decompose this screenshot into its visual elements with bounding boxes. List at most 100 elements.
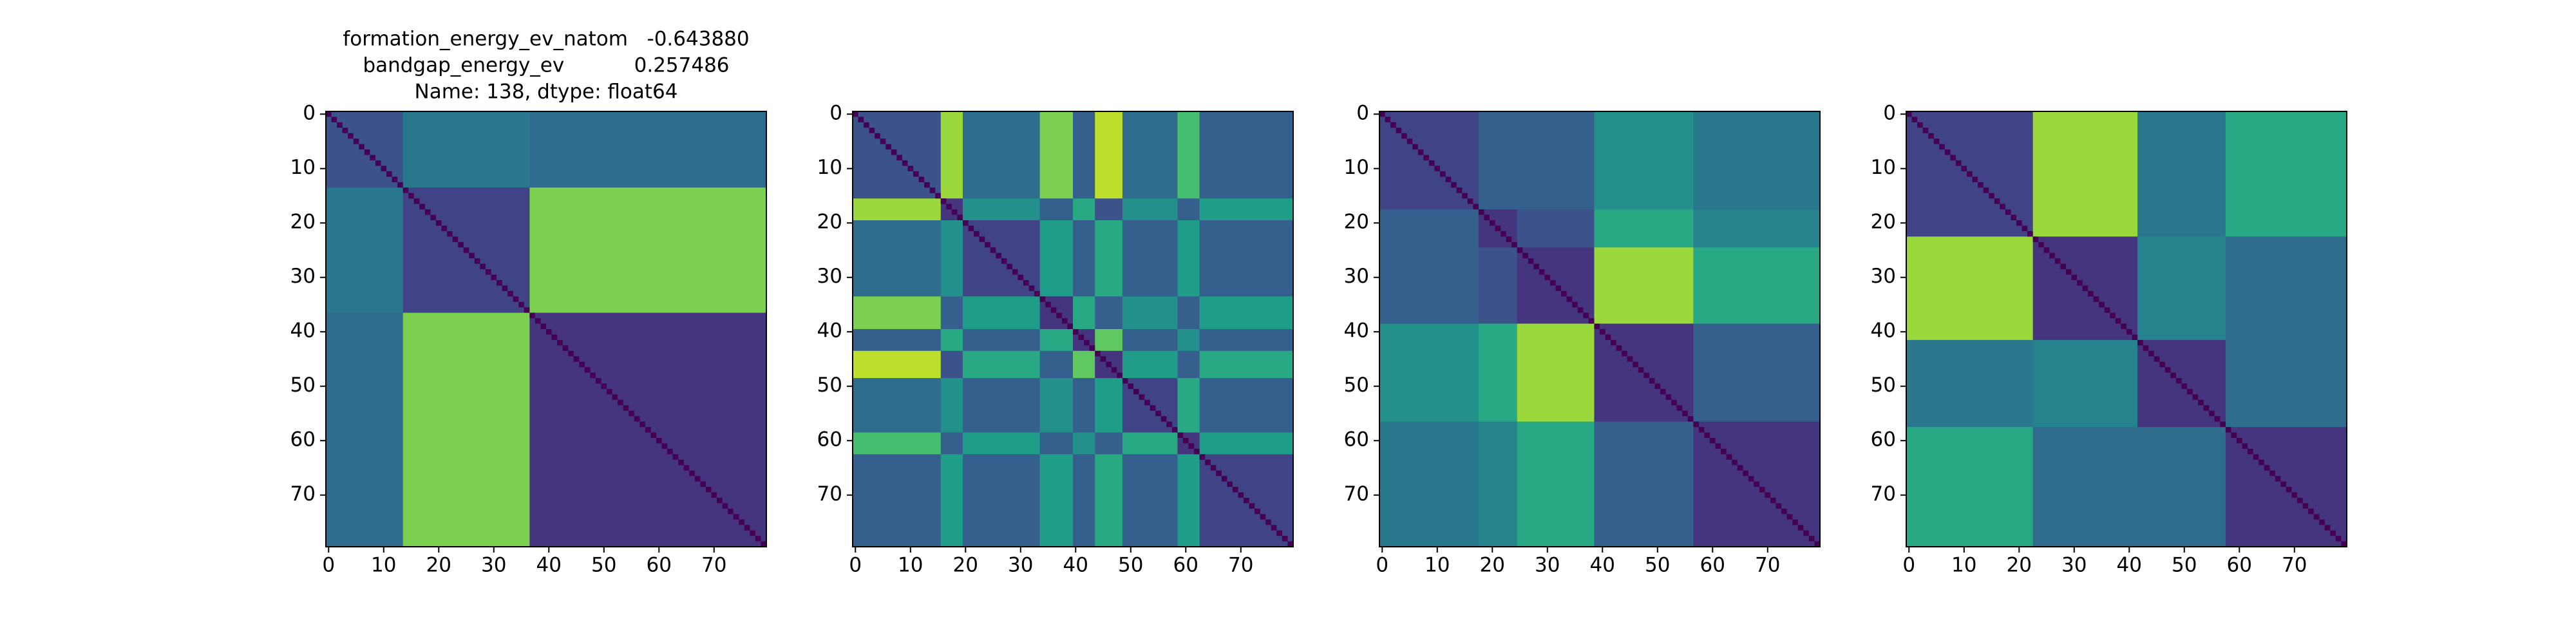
diagonal-cell [1073,329,1079,335]
x-tick-label: 40 [1063,554,1088,577]
diagonal-cell [1417,149,1424,155]
diagonal-cell [2121,323,2126,329]
heatmap-cell [1122,198,1178,221]
diagonal-cell [1276,530,1282,536]
diagonal-cell [1478,209,1484,215]
heatmap-cell [963,111,1041,199]
diagonal-cell [1205,459,1211,466]
diagonal-cell [2143,345,2149,351]
x-tick-label: 50 [2172,554,2197,577]
y-tick-label: 60 [817,428,842,451]
heatmap-cell [1177,350,1200,379]
diagonal-cell [1440,171,1446,177]
diagonal-cell [1390,122,1396,128]
y-tick-label: 40 [1871,319,1896,343]
heatmap-cell [1177,378,1200,433]
heatmap-cell [853,198,942,221]
diagonal-cell [1665,394,1672,400]
diagonal-cell [2132,334,2138,340]
diagonal-cell [1583,312,1589,319]
diagonal-cell [507,290,513,297]
diagonal-cell [2198,399,2204,406]
diagonal-cell [1084,339,1090,346]
heatmap-cell [1039,432,1074,455]
heatmap-cell [1039,111,1074,199]
heatmap-cell [1039,378,1074,433]
diagonal-cell [337,122,343,128]
diagonal-cell [728,508,734,515]
diagonal-cell [1501,231,1506,237]
diagonal-cell [694,476,701,482]
diagonal-cell [2137,339,2143,346]
heatmap-cell [1122,329,1178,352]
y-tick-label: 0 [1356,102,1369,125]
diagonal-cell [430,214,436,220]
diagonal-cell [2286,487,2292,493]
x-tick-label: 20 [1480,554,1505,577]
diagonal-cell [2016,220,2022,226]
axes-frame [1906,111,2347,547]
heatmap-cell [1177,220,1200,297]
diagonal-cell [381,166,387,171]
heatmap-cell [1095,198,1123,221]
diagonal-cell [1467,198,1473,204]
heatmap-cell [1073,454,1095,547]
diagonal-cell [497,279,502,286]
diagonal-cell [2104,307,2110,313]
diagonal-cell [408,193,414,199]
diagonal-cell [1160,416,1167,422]
diagonal-cell [1522,252,1528,259]
x-tick-label: 10 [898,554,923,577]
y-tick-label: 50 [290,374,316,397]
diagonal-cell [392,176,398,182]
x-tick-label: 50 [1118,554,1143,577]
heatmap-cell [1199,378,1294,433]
diagonal-cell [2071,274,2078,280]
heatmap-cell [402,312,530,547]
diagonal-cell [326,111,332,117]
diagonal-cell [618,399,623,406]
diagonal-cell [375,160,381,166]
diagonal-cell [858,117,864,122]
y-tick-label: 40 [1344,319,1369,343]
heatmap-cell [963,198,1041,221]
heatmap-cell [940,454,963,547]
diagonal-cell [985,242,990,248]
heatmap-panel: 0 10 20 30 40 50 60 70 0 10 20 30 40 50 60 70 formation_… [290,28,767,577]
diagonal-cell [469,252,475,259]
diagonal-cell [1687,416,1694,422]
diagonal-cell [1754,481,1759,488]
diagonal-cell [2264,465,2270,471]
diagonal-cell [1473,204,1479,210]
y-tick-label: 20 [817,211,842,234]
heatmap-cell [1906,339,2034,428]
y-tick-label: 20 [1344,211,1369,234]
diagonal-cell [1023,279,1029,286]
heatmap-cell [1122,220,1178,297]
diagonal-cell [1287,541,1293,547]
heatmap-cell [2225,339,2347,428]
chart-title: Name: 138, dtype: float64 [415,80,678,104]
heatmap-cell [963,329,1041,352]
heatmap-cell [1517,421,1595,547]
heatmap-cell [853,378,942,433]
heatmap-cell [1039,350,1074,379]
heatmap-cell [1122,432,1178,455]
heatmap-cell [1039,454,1074,547]
diagonal-cell [1379,111,1385,117]
heatmap-cell [1517,323,1595,422]
diagonal-cell [1643,372,1649,379]
diagonal-cell [1401,133,1407,139]
diagonal-cell [2192,394,2199,400]
diagonal-cell [1199,454,1206,460]
diagonal-cell [474,258,480,264]
heatmap-cell [1122,454,1178,547]
heatmap-cell [1478,247,1518,325]
diagonal-cell [397,182,403,188]
diagonal-cell [342,128,348,133]
diagonal-cell [1282,536,1288,542]
diagonal-cell [1770,497,1776,504]
x-tick-label: 70 [2282,554,2307,577]
axes-frame [1379,111,1821,547]
diagonal-cell [1814,541,1820,547]
